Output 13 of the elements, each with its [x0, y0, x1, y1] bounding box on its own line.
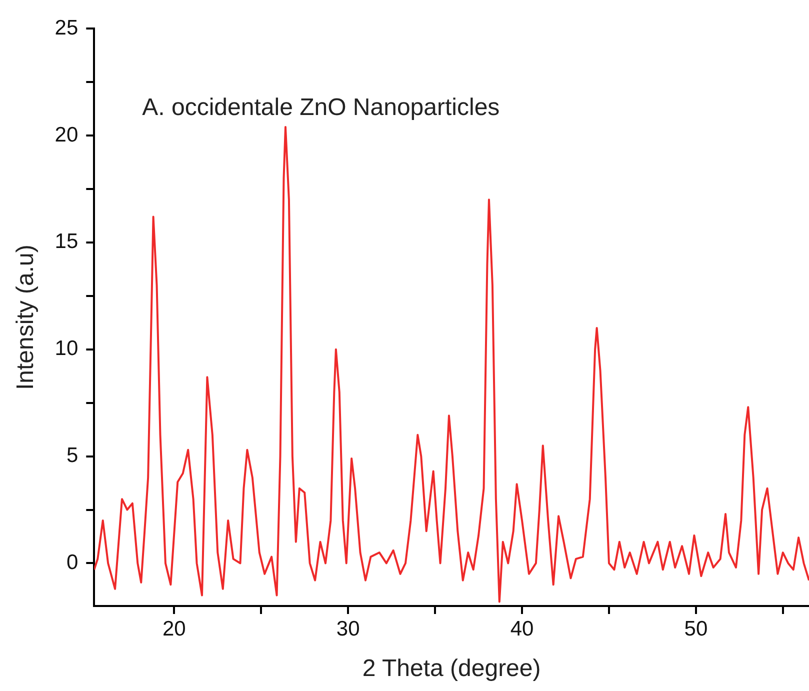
y-tick-label: 0 [66, 551, 78, 574]
x-tick-label: 20 [162, 617, 186, 640]
y-tick-label: 5 [66, 444, 78, 468]
x-tick-label: 30 [336, 617, 360, 640]
y-tick-label: 10 [54, 337, 78, 360]
x-tick-label: 40 [510, 617, 534, 640]
text: A. occidentale ZnO Nanoparticles [142, 94, 500, 122]
y-axis-title: Intensity (a.u) [12, 244, 40, 390]
x-axis-title: 2 Theta (degree) [362, 655, 541, 682]
x-tick-label: 50 [684, 617, 708, 640]
y-tick-label: 20 [54, 123, 78, 146]
y-tick-label: 15 [54, 230, 78, 254]
y-tick-label: 25 [54, 16, 78, 40]
